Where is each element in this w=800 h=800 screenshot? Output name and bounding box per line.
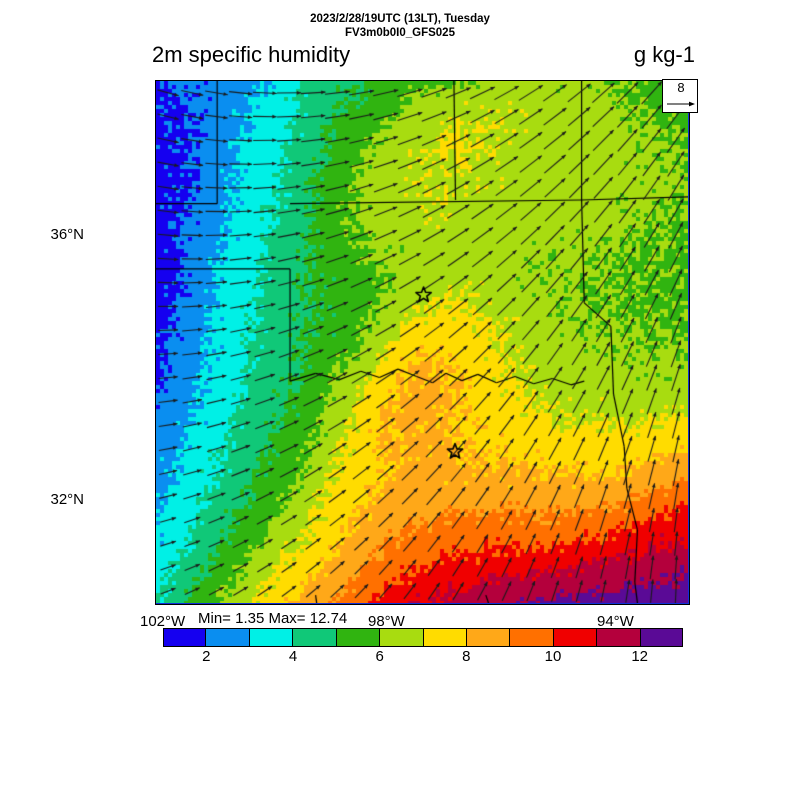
min-max-stats: Min= 1.35 Max= 12.74: [198, 610, 348, 627]
colorbar-segment-purple: [640, 628, 684, 647]
header-model-line: FV3m0b0I0_GFS025: [345, 27, 455, 39]
colorbar-segment-orange: [510, 628, 554, 647]
lat-tick-label-36n: 36°N: [50, 226, 84, 243]
colorbar-segment-blue: [163, 628, 207, 647]
colorbar-segment-yellow-green: [380, 628, 424, 647]
colorbar-segment-sea-green: [293, 628, 337, 647]
right-arrow-icon: [667, 101, 695, 107]
page-title: 2m specific humidity: [152, 42, 351, 67]
wind-vector-legend-value: 8: [677, 80, 685, 95]
units-label: g kg-1: [633, 42, 695, 67]
colorbar-tick-6: 6: [375, 648, 384, 665]
colorbar-segment-green: [336, 628, 381, 647]
lon-tick-label-102w: 102°W: [140, 613, 186, 630]
colorbar: [163, 628, 684, 647]
lat-tick-label-32n: 32°N: [50, 491, 84, 508]
colorbar-segment-red: [553, 628, 598, 647]
colorbar-tick-8: 8: [462, 648, 471, 665]
colorbar-tick-4: 4: [288, 648, 298, 665]
header-date-line: 2023/2/28/19UTC (13LT), Tuesday: [310, 13, 490, 25]
lon-tick-label-94w: 94°W: [597, 613, 634, 630]
colorbar-segment-cyan: [249, 628, 294, 647]
colorbar-tick-2: 2: [202, 648, 211, 665]
humidity-field-canvas: [156, 81, 688, 603]
colorbar-segment-yellow: [423, 628, 467, 647]
colorbar-tick-10: 10: [544, 648, 562, 665]
colorbar-segment-amber: [466, 628, 511, 647]
colorbar-segment-light-blue: [206, 628, 250, 647]
lon-tick-label-98w: 98°W: [368, 613, 405, 630]
map-plot-area: [155, 80, 690, 605]
wind-vector-legend: 8: [662, 79, 698, 113]
colorbar-segment-crimson: [597, 628, 641, 647]
colorbar-tick-12: 12: [631, 648, 648, 665]
